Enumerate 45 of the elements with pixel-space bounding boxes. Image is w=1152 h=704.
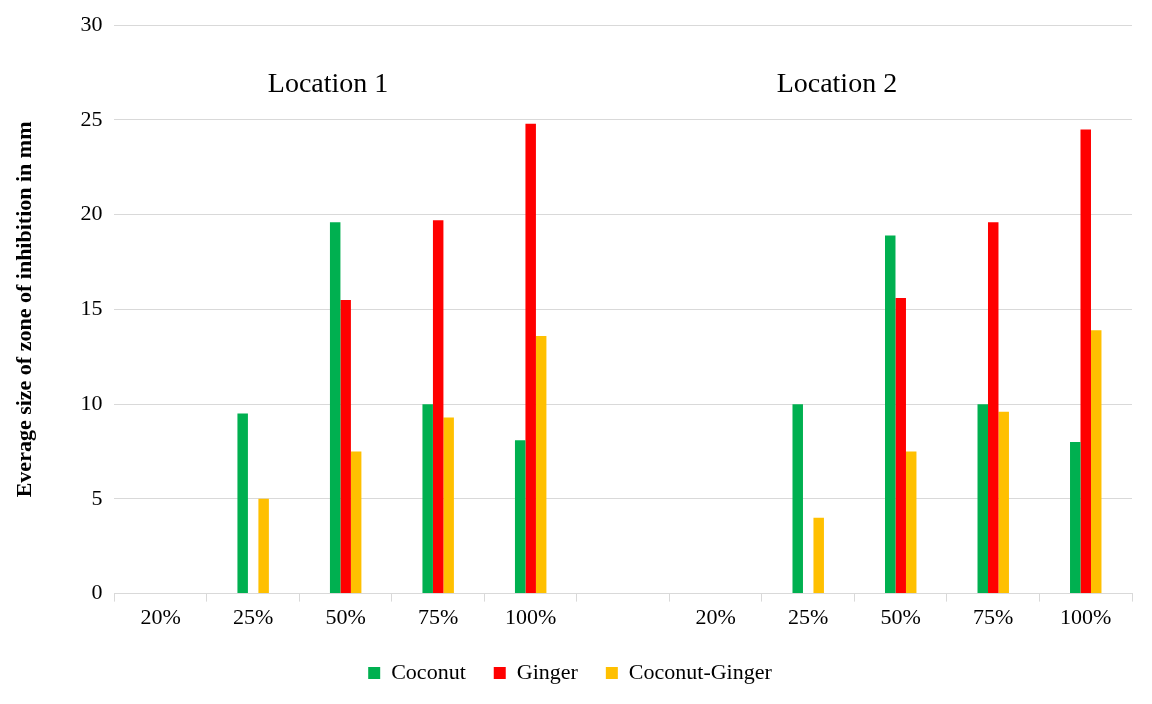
x-tick-label: 20% — [695, 603, 736, 629]
bar — [514, 440, 526, 594]
y-tick-label: 25 — [80, 105, 103, 131]
annotation: Location 2 — [776, 67, 898, 99]
y-tick-label: 0 — [91, 579, 103, 605]
bar — [792, 404, 803, 594]
bar — [340, 299, 351, 594]
x-tick-label: 100% — [505, 603, 557, 629]
x-tick-label: 75% — [418, 603, 459, 629]
bar — [813, 517, 824, 594]
y-tick-label: 30 — [80, 10, 103, 36]
bar — [422, 404, 433, 594]
bar — [895, 298, 906, 594]
y-tick-label: 10 — [80, 389, 103, 415]
x-tick-label: 75% — [973, 603, 1014, 629]
bar — [905, 451, 917, 594]
y-axis-title: Everage size of zone of inhibition in mm — [10, 121, 36, 498]
x-tick-label: 20% — [140, 603, 181, 629]
bar — [987, 222, 999, 594]
bar — [535, 335, 547, 594]
x-tick-label: 50% — [325, 603, 366, 629]
x-tick-label: 25% — [233, 603, 274, 629]
bar — [237, 413, 248, 594]
bar — [1090, 330, 1102, 594]
bar — [977, 404, 988, 594]
y-tick-label: 15 — [80, 295, 103, 321]
bar — [443, 417, 454, 594]
bar — [329, 222, 341, 594]
y-tick-label: 20 — [80, 200, 103, 226]
bar — [258, 498, 269, 594]
legend-label: Coconut-Ginger — [628, 658, 773, 684]
bar — [525, 123, 536, 594]
bar — [350, 451, 362, 594]
bar — [1080, 129, 1091, 594]
x-tick-label: 100% — [1060, 603, 1112, 629]
bar — [1070, 442, 1081, 594]
legend-label: Ginger — [516, 658, 579, 684]
x-tick-label: 50% — [880, 603, 921, 629]
x-tick-label: 25% — [788, 603, 829, 629]
bar — [998, 411, 1009, 594]
legend-label: Coconut — [391, 658, 466, 684]
bar — [885, 235, 896, 594]
bar — [432, 220, 444, 594]
y-tick-label: 5 — [91, 484, 103, 510]
annotation: Location 1 — [267, 67, 389, 99]
